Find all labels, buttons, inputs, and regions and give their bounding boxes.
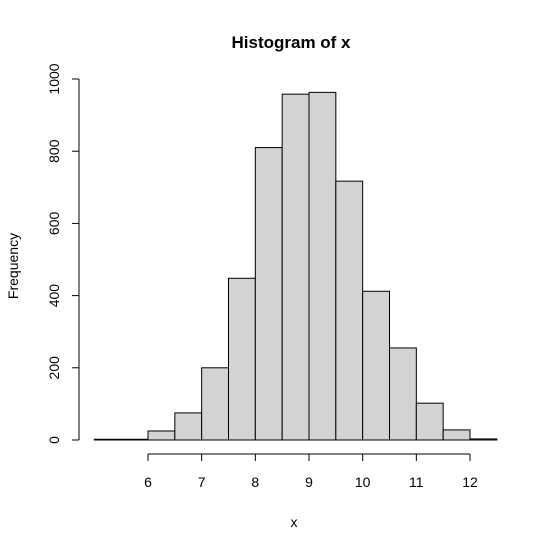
histogram-bar [308, 91, 337, 441]
y-axis-label: Frequency [5, 233, 21, 299]
x-tick-label: 11 [409, 474, 424, 490]
histogram-bar [362, 290, 390, 441]
x-axis: 6 7 8 9 10 11 12 [144, 453, 478, 490]
histogram-bar [254, 147, 283, 441]
y-tick-label: 1000 [46, 63, 62, 94]
chart-title: Histogram of x [231, 33, 351, 52]
x-tick-label: 7 [198, 474, 206, 490]
histogram-bar [147, 430, 176, 441]
histogram-bar [335, 180, 364, 441]
histogram-bar [201, 367, 230, 441]
y-tick-label: 600 [46, 212, 62, 236]
x-tick-label: 9 [305, 474, 313, 490]
histogram-bar [281, 93, 310, 441]
x-tick-label: 6 [144, 474, 152, 490]
y-tick-label: 800 [46, 139, 62, 163]
y-tick-label: 200 [46, 356, 62, 380]
y-tick-label: 400 [46, 284, 62, 308]
x-axis-label: x [291, 514, 298, 530]
x-tick-label: 12 [462, 474, 478, 490]
x-tick-label: 10 [355, 474, 371, 490]
bars-group [93, 91, 498, 441]
histogram-bar [389, 347, 417, 441]
histogram-bar [415, 402, 444, 441]
y-tick-label: 0 [46, 436, 62, 444]
y-axis: 0 200 400 600 800 1000 [46, 63, 80, 444]
x-tick-label: 8 [251, 474, 259, 490]
histogram-bar [469, 438, 498, 441]
histogram-bar [93, 438, 122, 441]
histogram-bar [174, 412, 203, 441]
histogram-bar [120, 438, 149, 441]
histogram-bar [228, 277, 256, 441]
histogram-bar [442, 429, 471, 441]
